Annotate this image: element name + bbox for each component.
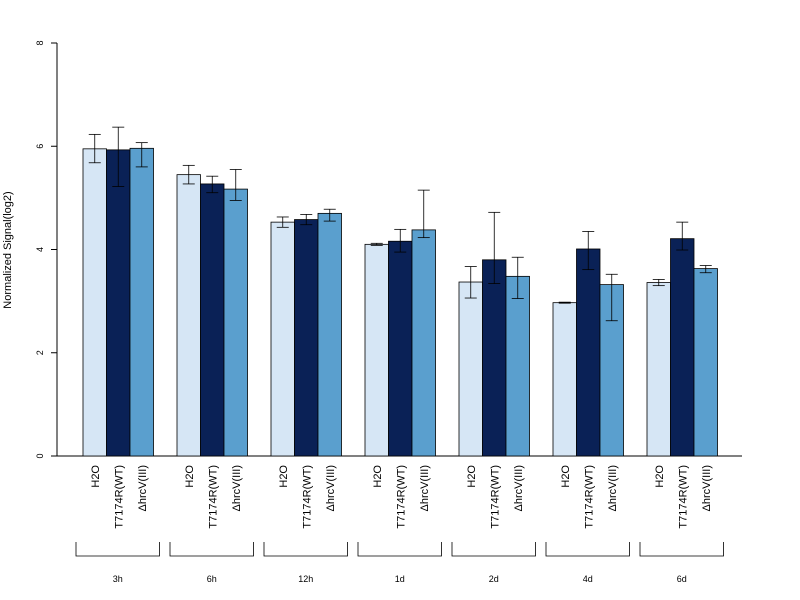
y-tick-label: 6 xyxy=(35,144,45,149)
group-bracket xyxy=(451,542,536,557)
bar-label: H2O xyxy=(372,465,384,488)
y-tick-label: 4 xyxy=(35,247,45,252)
bar xyxy=(200,183,225,457)
bar-label: T7174R(WT) xyxy=(489,465,501,529)
group-bracket xyxy=(639,542,724,557)
bar xyxy=(82,148,107,457)
bar xyxy=(106,149,131,457)
bar xyxy=(270,221,295,457)
bar-label: ΔhrcV(III) xyxy=(513,465,525,511)
group-brackets: 3h 6h 12h 1d 2d 4d 6d xyxy=(75,542,724,584)
group-label: 6h xyxy=(207,574,217,584)
y-tick-label: 8 xyxy=(35,40,45,45)
bar xyxy=(364,243,389,457)
group-bracket xyxy=(169,542,254,557)
bar-label: H2O xyxy=(560,465,572,488)
bar-label: T7174R(WT) xyxy=(301,465,313,529)
bar xyxy=(646,282,671,457)
bar xyxy=(458,281,483,457)
bar xyxy=(411,229,436,457)
group-label: 3h xyxy=(113,574,123,584)
bar xyxy=(317,212,342,457)
group-bracket xyxy=(263,542,348,557)
bar-label: ΔhrcV(III) xyxy=(701,465,713,511)
bar xyxy=(482,259,507,457)
bar-label: T7174R(WT) xyxy=(395,465,407,529)
group-label: 4d xyxy=(583,574,593,584)
bar-label: T7174R(WT) xyxy=(583,465,595,529)
bar-label: H2O xyxy=(466,465,478,488)
bar-label: H2O xyxy=(184,465,196,488)
bar-label: H2O xyxy=(90,465,102,488)
bar xyxy=(693,268,718,457)
group-label: 1d xyxy=(395,574,405,584)
group-label: 2d xyxy=(489,574,499,584)
bar-label: ΔhrcV(III) xyxy=(419,465,431,511)
y-tick-label: 0 xyxy=(35,453,45,458)
bar xyxy=(129,147,154,457)
bar-label: ΔhrcV(III) xyxy=(325,465,337,511)
y-axis: 0 2 4 6 8 xyxy=(35,40,58,459)
bars xyxy=(82,147,718,457)
y-axis-label: Normalized Signal(log2) xyxy=(2,191,14,308)
group-bracket xyxy=(545,542,630,557)
error-bars xyxy=(88,126,712,322)
group-label: 12h xyxy=(298,574,313,584)
y-tick-label: 2 xyxy=(35,350,45,355)
group-label: 6d xyxy=(677,574,687,584)
bar-label: T7174R(WT) xyxy=(677,465,689,529)
bar-label: H2O xyxy=(278,465,290,488)
bar xyxy=(294,219,319,457)
bar xyxy=(576,248,601,457)
bar-label: T7174R(WT) xyxy=(207,465,219,529)
y-ticks: 0 2 4 6 8 xyxy=(35,40,57,459)
bar-label: ΔhrcV(III) xyxy=(137,465,149,511)
bar xyxy=(670,238,695,457)
group-bracket xyxy=(75,542,160,557)
bar-labels: H2O T7174R(WT) ΔhrcV(III) H2O T7174R(WT) Δhrc… xyxy=(90,465,713,529)
bar xyxy=(176,174,201,457)
bar xyxy=(505,275,530,457)
bar-label: ΔhrcV(III) xyxy=(607,465,619,511)
group-bracket xyxy=(357,542,442,557)
bar-label: T7174R(WT) xyxy=(113,465,125,529)
bar-label: ΔhrcV(III) xyxy=(231,465,243,511)
bar xyxy=(388,240,413,457)
bar-label: H2O xyxy=(654,465,666,488)
bar xyxy=(223,188,248,457)
bar xyxy=(552,302,577,457)
